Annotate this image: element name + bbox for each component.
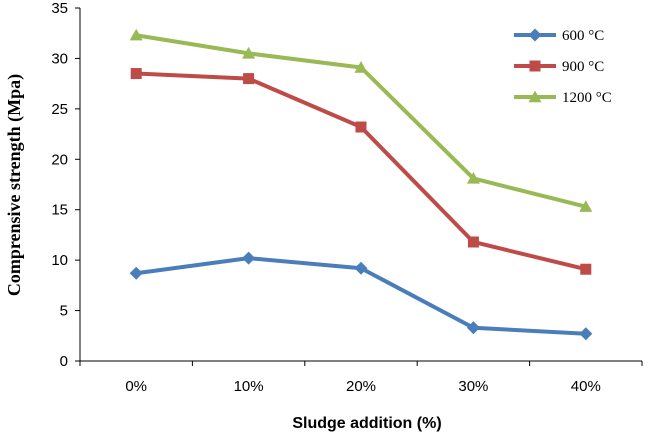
legend-item: 600 °C xyxy=(514,28,604,44)
y-tick-label: 5 xyxy=(60,303,68,320)
series-2 xyxy=(129,28,593,212)
y-tick-label: 0 xyxy=(60,353,68,370)
data-point xyxy=(466,321,480,335)
data-point xyxy=(467,236,479,248)
data-point xyxy=(130,68,142,80)
x-tick-label: 20% xyxy=(346,378,376,395)
legend-marker xyxy=(528,28,542,42)
data-point xyxy=(579,327,593,341)
legend-label: 600 °C xyxy=(562,28,604,44)
y-tick-label: 20 xyxy=(51,151,68,168)
data-point xyxy=(355,121,367,133)
x-tick-label: 10% xyxy=(234,378,264,395)
y-axis-title: Comprensive strength (Mpa) xyxy=(4,74,25,296)
series-0 xyxy=(129,251,593,341)
x-tick-label: 40% xyxy=(571,378,601,395)
x-tick-label: 30% xyxy=(458,378,488,395)
data-point xyxy=(242,46,256,59)
x-tick-label: 0% xyxy=(125,378,147,395)
legend: 600 °C 900 °C 1200 °C xyxy=(514,28,612,106)
y-tick-label: 30 xyxy=(51,50,68,67)
x-axis-ticks: 0% 10% 20% 30% 40% xyxy=(79,361,643,395)
legend-label: 1200 °C xyxy=(562,90,612,106)
data-point xyxy=(354,261,368,275)
y-tick-label: 10 xyxy=(51,252,68,269)
y-tick-label: 15 xyxy=(51,202,68,219)
axes xyxy=(79,8,642,362)
data-point xyxy=(243,73,255,85)
y-axis-ticks: 0 5 10 15 20 25 30 35 xyxy=(51,0,80,370)
y-tick-label: 35 xyxy=(51,0,68,17)
series-line xyxy=(135,33,587,209)
data-point xyxy=(580,263,592,275)
data-point xyxy=(466,171,480,184)
legend-label: 900 °C xyxy=(562,59,604,75)
series-layer xyxy=(129,28,593,341)
data-point xyxy=(354,61,368,73)
data-point xyxy=(579,200,593,212)
legend-item: 1200 °C xyxy=(514,90,612,106)
x-axis-title: Sludge addition (%) xyxy=(292,415,441,432)
series-1 xyxy=(130,68,592,275)
series-line xyxy=(136,71,587,272)
y-tick-label: 25 xyxy=(51,101,68,118)
data-point xyxy=(129,28,143,41)
legend-marker xyxy=(528,90,542,103)
legend-marker xyxy=(529,60,541,72)
data-point xyxy=(129,266,143,280)
data-point xyxy=(242,251,256,265)
legend-item: 900 °C xyxy=(514,59,604,75)
